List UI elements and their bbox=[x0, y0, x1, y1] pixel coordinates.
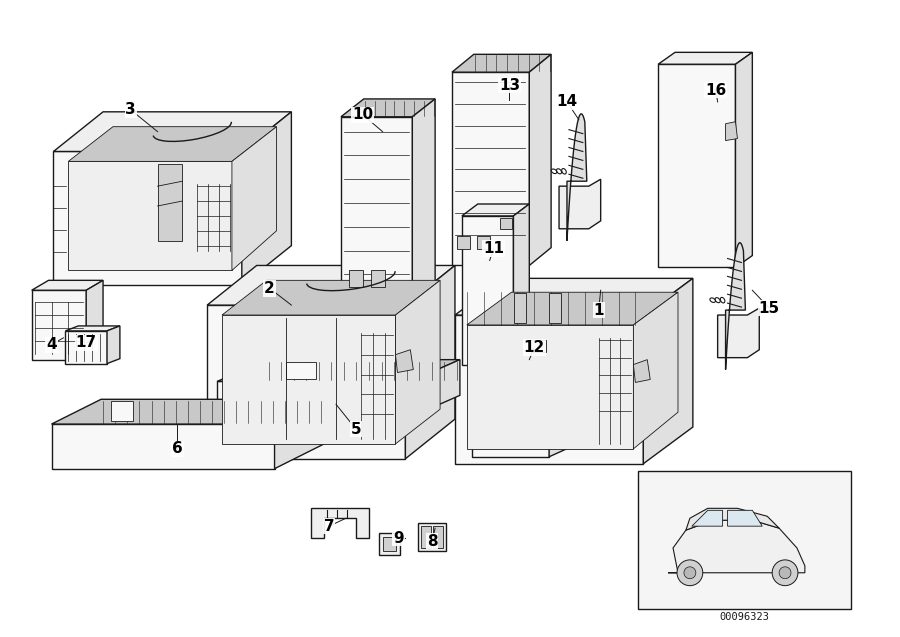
Circle shape bbox=[677, 560, 703, 585]
Polygon shape bbox=[382, 537, 397, 551]
Polygon shape bbox=[421, 526, 431, 548]
Polygon shape bbox=[529, 54, 551, 266]
Polygon shape bbox=[68, 161, 232, 271]
Polygon shape bbox=[462, 204, 529, 216]
Polygon shape bbox=[462, 216, 513, 364]
Polygon shape bbox=[668, 520, 805, 573]
Polygon shape bbox=[549, 293, 561, 323]
Polygon shape bbox=[549, 328, 571, 457]
Polygon shape bbox=[727, 510, 762, 526]
Polygon shape bbox=[455, 315, 644, 464]
Polygon shape bbox=[66, 326, 120, 331]
Polygon shape bbox=[531, 340, 546, 352]
Text: 16: 16 bbox=[705, 83, 726, 97]
Circle shape bbox=[779, 567, 791, 578]
Text: 9: 9 bbox=[393, 531, 404, 545]
Polygon shape bbox=[515, 293, 526, 323]
Text: 12: 12 bbox=[524, 340, 544, 355]
Polygon shape bbox=[341, 117, 412, 305]
Polygon shape bbox=[53, 152, 242, 285]
Polygon shape bbox=[217, 382, 410, 417]
Polygon shape bbox=[158, 164, 183, 241]
Bar bbox=[638, 471, 851, 610]
Polygon shape bbox=[217, 360, 460, 382]
Polygon shape bbox=[66, 331, 107, 364]
Polygon shape bbox=[433, 526, 443, 548]
Polygon shape bbox=[371, 271, 384, 287]
Text: 6: 6 bbox=[172, 441, 183, 456]
Polygon shape bbox=[559, 179, 600, 229]
Polygon shape bbox=[457, 236, 470, 248]
Polygon shape bbox=[51, 424, 274, 469]
Polygon shape bbox=[735, 52, 752, 268]
Polygon shape bbox=[467, 292, 678, 325]
Polygon shape bbox=[51, 399, 324, 424]
Polygon shape bbox=[242, 112, 292, 285]
Polygon shape bbox=[405, 266, 455, 459]
Polygon shape bbox=[452, 54, 551, 72]
Circle shape bbox=[684, 567, 696, 578]
Polygon shape bbox=[274, 399, 324, 469]
Text: 7: 7 bbox=[324, 519, 335, 534]
Polygon shape bbox=[232, 127, 276, 271]
Text: 15: 15 bbox=[759, 301, 779, 315]
Polygon shape bbox=[567, 114, 587, 241]
Polygon shape bbox=[53, 112, 292, 152]
Polygon shape bbox=[68, 127, 276, 161]
Polygon shape bbox=[634, 360, 650, 382]
Polygon shape bbox=[418, 523, 446, 551]
Polygon shape bbox=[107, 326, 120, 364]
Polygon shape bbox=[467, 325, 634, 449]
Polygon shape bbox=[207, 266, 455, 305]
Polygon shape bbox=[32, 290, 86, 360]
Polygon shape bbox=[658, 64, 735, 268]
Polygon shape bbox=[452, 72, 529, 266]
Text: 3: 3 bbox=[125, 103, 136, 117]
Text: 8: 8 bbox=[427, 534, 437, 548]
Text: 17: 17 bbox=[76, 335, 97, 350]
Text: 2: 2 bbox=[265, 281, 275, 296]
Text: 1: 1 bbox=[593, 303, 604, 318]
Polygon shape bbox=[477, 236, 490, 248]
Polygon shape bbox=[222, 315, 395, 444]
Polygon shape bbox=[513, 204, 529, 364]
Polygon shape bbox=[634, 292, 678, 449]
Polygon shape bbox=[725, 243, 745, 369]
Polygon shape bbox=[412, 99, 435, 305]
Polygon shape bbox=[658, 52, 752, 64]
Text: 14: 14 bbox=[556, 94, 578, 110]
Polygon shape bbox=[725, 122, 737, 141]
Polygon shape bbox=[686, 508, 779, 530]
Polygon shape bbox=[644, 278, 693, 464]
Polygon shape bbox=[395, 280, 440, 444]
Polygon shape bbox=[222, 280, 440, 315]
Polygon shape bbox=[111, 401, 133, 421]
Polygon shape bbox=[472, 338, 549, 457]
Text: 00096323: 00096323 bbox=[719, 612, 770, 622]
Polygon shape bbox=[692, 510, 723, 526]
Polygon shape bbox=[472, 328, 571, 338]
Polygon shape bbox=[286, 362, 316, 380]
Text: 13: 13 bbox=[499, 78, 520, 92]
Polygon shape bbox=[379, 533, 400, 555]
Polygon shape bbox=[717, 308, 760, 357]
Circle shape bbox=[772, 560, 798, 585]
Polygon shape bbox=[32, 280, 104, 290]
Polygon shape bbox=[341, 99, 435, 117]
Polygon shape bbox=[349, 271, 363, 287]
Polygon shape bbox=[311, 508, 369, 538]
Text: 10: 10 bbox=[352, 107, 374, 122]
Polygon shape bbox=[410, 360, 460, 417]
Polygon shape bbox=[455, 278, 693, 315]
Polygon shape bbox=[86, 280, 104, 360]
Text: 5: 5 bbox=[350, 422, 361, 436]
Polygon shape bbox=[207, 305, 405, 459]
Text: 11: 11 bbox=[483, 241, 504, 256]
Polygon shape bbox=[500, 218, 512, 229]
Text: 4: 4 bbox=[46, 337, 57, 352]
Polygon shape bbox=[395, 350, 413, 373]
